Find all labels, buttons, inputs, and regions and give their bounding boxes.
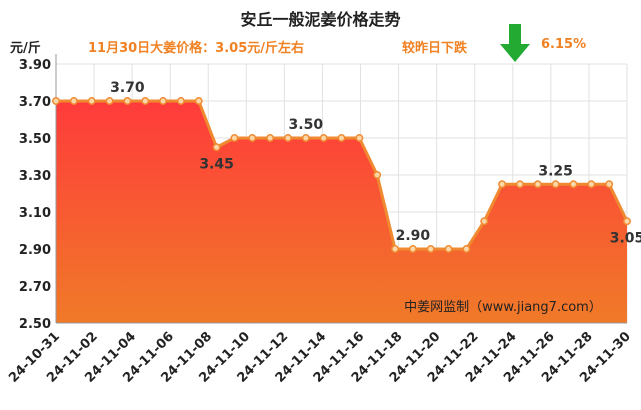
data-point xyxy=(212,143,221,152)
data-point xyxy=(301,134,310,142)
data-label: 3.05 xyxy=(610,230,641,246)
data-point xyxy=(623,217,631,226)
y-axis-unit: 元/斤 xyxy=(10,41,41,56)
data-label: 3.45 xyxy=(199,156,234,172)
data-point xyxy=(69,97,78,105)
data-point xyxy=(551,180,560,189)
data-point xyxy=(355,134,364,142)
data-point xyxy=(87,97,96,105)
y-tick-label: 3.30 xyxy=(19,169,51,184)
data-point xyxy=(515,180,524,189)
data-point xyxy=(480,217,489,226)
data-point xyxy=(498,180,507,189)
data-label: 2.90 xyxy=(396,228,431,244)
data-point xyxy=(52,97,60,105)
change-value: 6.15% xyxy=(541,37,587,52)
down-arrow-icon xyxy=(500,24,530,62)
data-point xyxy=(605,180,614,189)
change-label: 较昨日下跌 xyxy=(402,41,468,56)
watermark: 中姜网监制（www.jiang7.com） xyxy=(404,300,602,315)
data-point xyxy=(159,97,168,105)
data-point xyxy=(266,134,275,142)
data-point xyxy=(391,245,399,253)
data-point xyxy=(105,97,114,105)
data-point xyxy=(141,97,150,105)
chart-title: 安丘一般泥姜价格走势 xyxy=(240,10,401,29)
data-point xyxy=(426,245,435,253)
area-fill xyxy=(56,101,627,323)
data-point xyxy=(533,180,542,189)
y-tick-label: 3.70 xyxy=(19,95,51,110)
data-point xyxy=(337,134,346,142)
price-note: 11月30日大姜价格：3.05元/斤左右 xyxy=(88,41,305,56)
data-point xyxy=(408,245,417,253)
data-label: 3.50 xyxy=(289,117,324,133)
data-point xyxy=(569,180,578,189)
data-label: 3.25 xyxy=(538,163,573,179)
y-tick-label: 2.90 xyxy=(19,243,51,258)
data-point xyxy=(444,245,453,253)
data-label: 3.70 xyxy=(110,80,145,96)
y-tick-label: 3.50 xyxy=(19,132,51,147)
data-point xyxy=(230,134,239,142)
y-tick-label: 3.90 xyxy=(19,58,51,73)
y-tick-label: 2.50 xyxy=(19,317,51,332)
data-point xyxy=(248,134,257,142)
data-point xyxy=(373,171,382,179)
data-point xyxy=(462,245,471,253)
data-point xyxy=(123,97,132,105)
y-tick-label: 3.10 xyxy=(19,206,51,221)
data-point xyxy=(194,97,203,105)
data-point xyxy=(587,180,596,189)
y-tick-label: 2.70 xyxy=(19,280,51,295)
data-point xyxy=(176,97,185,105)
data-point xyxy=(284,134,292,142)
data-point xyxy=(319,134,328,142)
